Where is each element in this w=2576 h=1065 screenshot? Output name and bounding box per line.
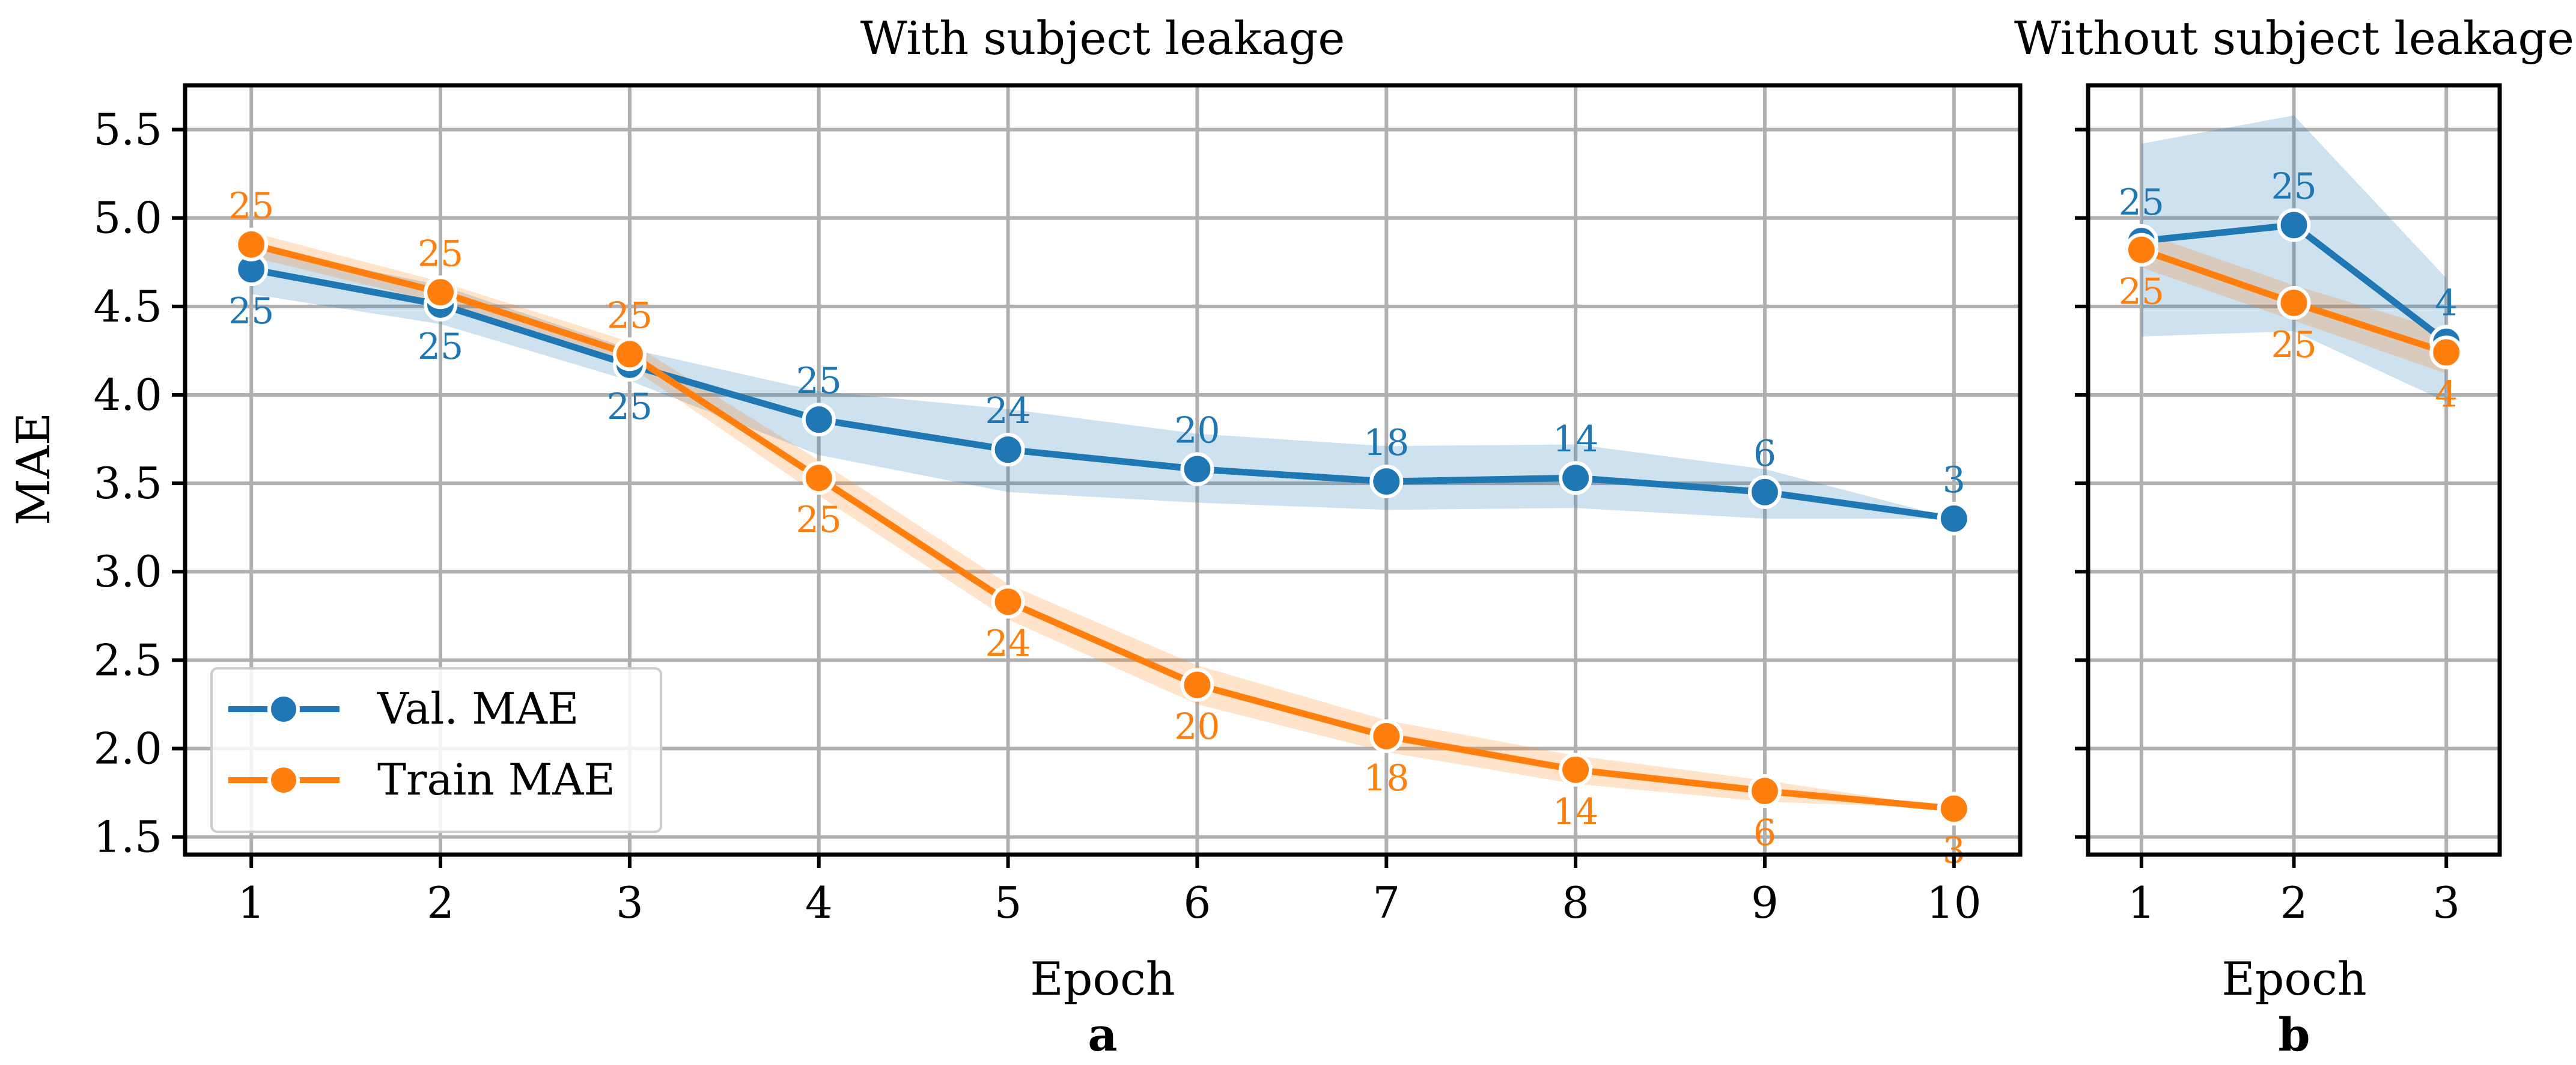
panel-a-xlabel: Epoch <box>1030 952 1175 1005</box>
panel-b-count-label-0: 25 <box>2119 182 2164 224</box>
panel-a-point-0 <box>1747 475 1782 509</box>
panel-a-xtick-label: 8 <box>1562 877 1589 928</box>
panel-a-count-label-0: 25 <box>607 386 653 428</box>
panel-b-xtick-label: 3 <box>2432 877 2460 928</box>
panel-a-label: a <box>1088 1008 1117 1061</box>
legend: Val. MAE Train MAE <box>210 667 662 833</box>
panel-a-ytick-label: 1.5 <box>93 812 162 862</box>
panel-a-count-label-0: 20 <box>1174 410 1220 452</box>
panel-a-count-label-0: 25 <box>796 360 842 402</box>
panel-a-xtick-label: 3 <box>616 877 644 928</box>
panel-a-count-label-1: 24 <box>985 623 1031 665</box>
panel-a-count-label-1: 6 <box>1753 812 1776 854</box>
panel-a-point-1 <box>1747 774 1782 808</box>
panel-a-count-label-0: 14 <box>1553 418 1598 460</box>
panel-a-count-label-0: 24 <box>985 390 1031 432</box>
panel-a-xtick-label: 5 <box>994 877 1022 928</box>
panel-a-point-0 <box>1369 465 1404 499</box>
panel-a-point-1 <box>991 585 1025 619</box>
panel-a-count-label-1: 14 <box>1553 791 1598 833</box>
panel-b-point-1 <box>2277 285 2311 320</box>
panel-a-point-0 <box>1937 501 1971 536</box>
legend-marker-train <box>267 764 300 796</box>
panel-a-point-1 <box>1369 719 1404 753</box>
panel-b-count-label-0: 25 <box>2271 165 2316 207</box>
legend-marker-val <box>267 693 300 725</box>
panel-b-count-label-0: 4 <box>2435 282 2458 325</box>
panel-a-point-0 <box>991 433 1025 467</box>
panel-a-point-1 <box>1937 792 1971 826</box>
panel-a-title: With subject leakage <box>860 11 1345 65</box>
panel-a-ytick-label: 3.5 <box>93 458 162 508</box>
panel-a-ytick-label: 2.5 <box>93 635 162 685</box>
panel-a-ytick-label: 5.0 <box>93 193 162 243</box>
panel-b-title: Without subject leakage <box>2014 11 2574 65</box>
panel-b-xtick-label: 1 <box>2128 877 2155 928</box>
panel-a-point-1 <box>612 337 647 371</box>
legend-label-train: Train MAE <box>377 754 615 805</box>
panel-a-point-0 <box>1559 461 1593 495</box>
panel-a-count-label-0: 25 <box>418 326 463 368</box>
panel-a-ytick-label: 4.0 <box>93 370 162 420</box>
panel-a-count-label-0: 6 <box>1753 433 1776 475</box>
panel-a-count-label-1: 25 <box>228 185 274 227</box>
panel-a-count-label-1: 25 <box>796 499 842 541</box>
panel-a-point-0 <box>1180 452 1214 486</box>
panel-b-point-0 <box>2277 208 2311 242</box>
panel-b-xtick-label: 2 <box>2280 877 2308 928</box>
panel-a-xtick-label: 2 <box>427 877 454 928</box>
panel-b-point-1 <box>2124 233 2158 267</box>
legend-label-val: Val. MAE <box>377 683 579 734</box>
panel-b-count-label-1: 25 <box>2271 324 2316 366</box>
panel-a-point-1 <box>234 227 269 261</box>
panel-a-count-label-0: 3 <box>1943 459 1965 501</box>
panel-a-point-1 <box>1180 668 1214 702</box>
panel-a-count-label-1: 25 <box>607 294 653 337</box>
panel-b-count-label-1: 4 <box>2435 373 2458 415</box>
panel-a-series-line-1 <box>250 241 1955 812</box>
panel-a-xtick-label: 1 <box>237 877 265 928</box>
panel-b-xlabel: Epoch <box>2221 952 2366 1005</box>
panel-a-ytick-label: 4.5 <box>93 281 162 332</box>
panel-a-ytick-label: 3.0 <box>93 546 162 597</box>
panel-a-point-1 <box>1559 752 1593 787</box>
panel-a-count-label-1: 20 <box>1174 706 1220 748</box>
panel-a-ytick-label: 2.0 <box>93 723 162 774</box>
panel-b-point-1 <box>2429 335 2464 370</box>
panel-b-plot: 25 25 4 25 25 4 1 2 3 <box>2075 83 2502 928</box>
panel-a-band-0 <box>251 246 1954 519</box>
panel-a-xtick-label: 6 <box>1184 877 1211 928</box>
panel-a-xtick-label: 10 <box>1926 877 1982 928</box>
panel-a-xtick-label: 4 <box>805 877 833 928</box>
panel-a-ylabel: MAE <box>7 412 60 525</box>
panel-a-point-1 <box>424 275 458 310</box>
panel-a-series-line-0 <box>251 266 1955 522</box>
panel-a-xtick-label: 7 <box>1372 877 1400 928</box>
panel-b-label: b <box>2278 1008 2310 1061</box>
panel-b-count-label-1: 25 <box>2119 271 2164 313</box>
panel-a-count-label-0: 25 <box>228 290 274 332</box>
panel-a-ytick-label: 5.5 <box>93 105 162 155</box>
panel-a-point-0 <box>802 403 836 437</box>
panel-a-xtick-label: 9 <box>1751 877 1779 928</box>
panel-a-count-label-1: 25 <box>418 233 463 275</box>
panel-a-count-label-1: 18 <box>1363 757 1409 799</box>
panel-a-frame <box>183 83 2023 857</box>
panel-a-point-1 <box>802 461 836 495</box>
panel-a-count-label-0: 18 <box>1363 422 1409 464</box>
